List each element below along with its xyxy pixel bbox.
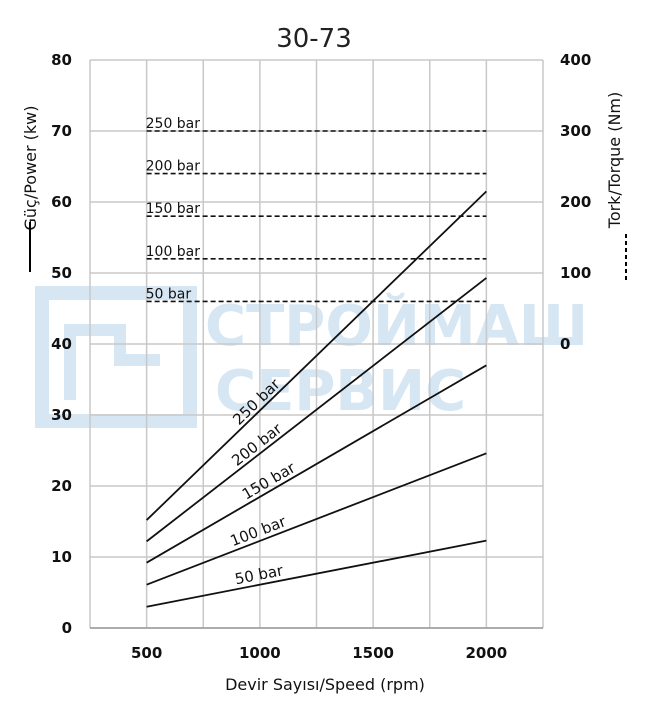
x-tick-label: 1500 [352,644,394,662]
torque-line-label: 50 bar [146,286,192,302]
left-tick-label: 30 [51,406,72,424]
right-tick-label: 400 [560,51,591,69]
x-tick-label: 500 [131,644,162,662]
power-line [145,190,488,521]
x-axis-ticks: 500 1000 1500 2000 [131,644,507,662]
watermark: СТРОЙМАШ СЕРВИС [35,286,588,428]
left-tick-label: 0 [62,619,72,637]
left-axis-title: Güç/Power (kw) [21,105,40,272]
right-axis-title: Tork/Torque (Nm) [605,92,627,282]
power-line-label: 150 bar [239,458,299,503]
left-tick-label: 50 [51,264,72,282]
right-tick-label: 300 [560,122,591,140]
right-axis-label: Tork/Torque (Nm) [605,92,624,229]
power-line [146,452,487,586]
x-tick-label: 1000 [239,644,281,662]
torque-line-label: 150 bar [146,201,201,217]
left-axis-label: Güç/Power (kw) [21,105,40,230]
right-tick-label: 100 [560,264,591,282]
power-line [146,364,487,564]
watermark-logo-icon [35,286,197,428]
x-tick-label: 2000 [466,644,508,662]
left-tick-label: 40 [51,335,72,353]
left-tick-label: 80 [51,51,72,69]
watermark-line-1: СТРОЙМАШ [205,293,588,359]
torque-line-label: 250 bar [146,116,201,132]
chart-title: 30-73 [276,24,352,54]
torque-line-label: 200 bar [146,159,201,175]
left-tick-label: 70 [51,122,72,140]
left-tick-label: 60 [51,193,72,211]
power-lines [145,190,488,608]
torque-line-label: 100 bar [146,244,201,260]
right-axis-ticks: 0 100 200 300 400 [560,51,591,353]
right-tick-label: 0 [560,335,570,353]
left-axis-ticks: 0 10 20 30 40 50 60 70 80 [51,51,72,637]
torque-lines: 250 bar 200 bar 150 bar 100 bar 50 bar [146,116,487,302]
left-tick-label: 10 [51,548,72,566]
power-line [146,539,487,608]
power-line-label: 200 bar [228,419,286,469]
x-axis-label: Devir Sayısı/Speed (rpm) [225,675,425,694]
power-line [146,277,487,543]
left-tick-label: 20 [51,477,72,495]
right-tick-label: 200 [560,193,591,211]
power-line-label: 100 bar [228,512,290,550]
